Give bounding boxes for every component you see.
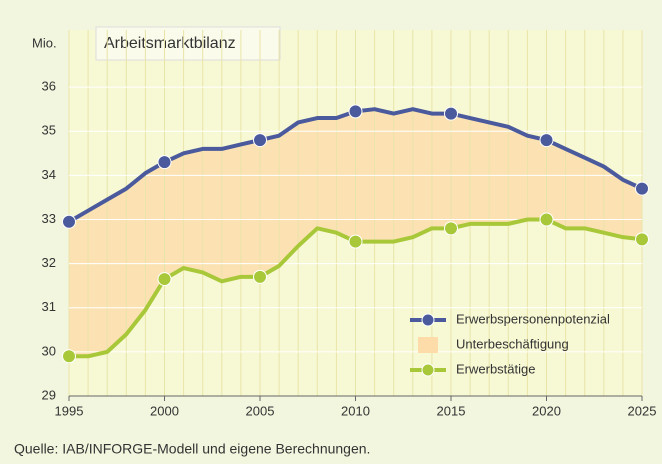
- legend-label: Erwerbstätige: [456, 361, 535, 376]
- y-tick-label: 36: [42, 79, 56, 94]
- x-tick-label: 2015: [437, 403, 466, 418]
- x-tick-label: 1995: [55, 403, 84, 418]
- y-tick-label: 34: [42, 167, 56, 182]
- y-tick-label: 31: [42, 299, 56, 314]
- legend-swatch: [421, 313, 435, 327]
- y-axis-label: Mio.: [32, 35, 57, 50]
- marker: [62, 349, 76, 364]
- y-tick-label: 29: [42, 387, 56, 402]
- marker: [157, 272, 172, 287]
- x-tick-label: 2025: [628, 403, 657, 418]
- marker: [444, 106, 458, 121]
- marker: [157, 155, 172, 170]
- x-tick-label: 2010: [341, 403, 370, 418]
- marker: [253, 133, 267, 148]
- marker: [539, 133, 554, 148]
- marker: [348, 104, 363, 119]
- y-tick-label: 30: [42, 343, 56, 358]
- marker: [539, 212, 554, 227]
- marker: [635, 232, 649, 247]
- x-tick-label: 2020: [532, 403, 561, 418]
- y-tick-label: 35: [42, 123, 56, 138]
- x-tick-label: 2005: [246, 403, 275, 418]
- legend-swatch: [421, 363, 435, 377]
- marker: [253, 269, 267, 284]
- legend-label: Erwerbspersonenpotenzial: [456, 311, 610, 326]
- marker: [62, 214, 76, 229]
- y-tick-label: 33: [42, 211, 56, 226]
- marker: [444, 221, 458, 236]
- source-note: Quelle: IAB/INFORGE-Modell und eigene Be…: [14, 441, 370, 457]
- legend-swatch: [418, 337, 438, 353]
- chart-title: Arbeitsmarktbilanz: [104, 35, 236, 52]
- marker: [348, 234, 363, 249]
- y-tick-label: 32: [42, 255, 56, 270]
- x-tick-label: 2000: [150, 403, 179, 418]
- legend-label: Unterbeschäftigung: [456, 336, 569, 351]
- marker: [635, 181, 649, 196]
